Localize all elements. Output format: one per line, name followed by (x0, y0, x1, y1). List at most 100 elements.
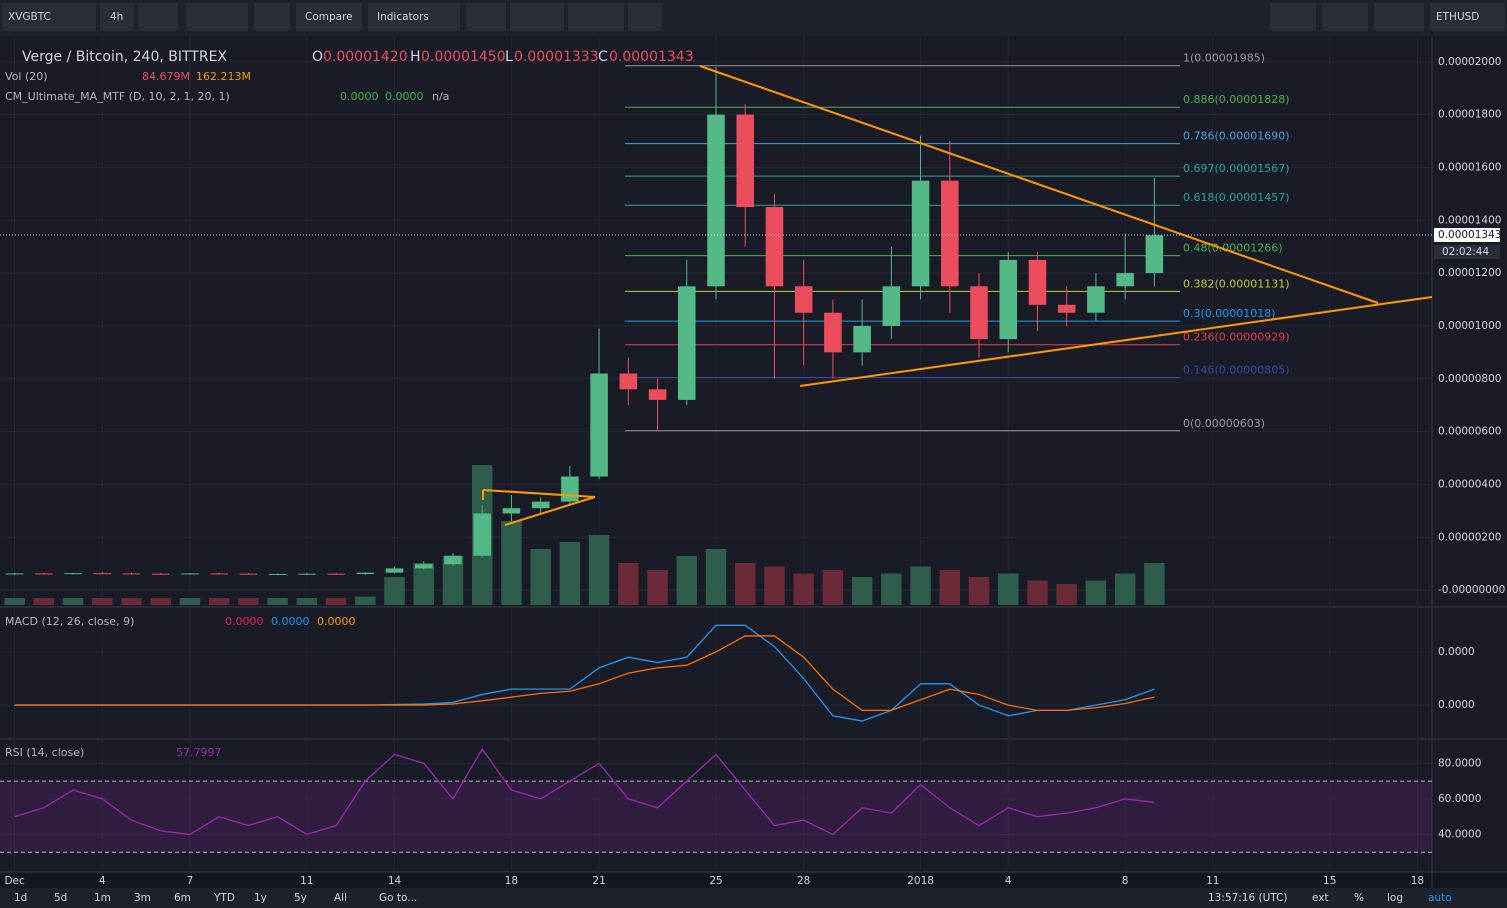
rsi-band (0, 781, 1432, 853)
y-tick-label: 0.00000400 (1438, 478, 1501, 490)
candle-body (414, 564, 433, 569)
range-button[interactable]: YTD (213, 892, 235, 904)
fib-label: 0.697(0.00001567) (1183, 162, 1290, 175)
ext[interactable]: ext (1312, 892, 1329, 904)
candle-body (35, 573, 53, 575)
candle-body (93, 573, 112, 575)
x-tick-label: 8 (1122, 875, 1129, 887)
y-tick-label: 40.0000 (1438, 828, 1481, 840)
save-btn[interactable] (1374, 3, 1424, 31)
candle-body (1145, 235, 1164, 274)
candle-body (385, 568, 404, 573)
compare[interactable]: Compare (305, 11, 353, 23)
load-btn[interactable] (1322, 3, 1368, 31)
candle-body (561, 476, 579, 502)
x-tick-label: 2018 (907, 875, 934, 887)
x-tick-label: 15 (1323, 875, 1336, 887)
y-tick-label: 0.00000600 (1438, 426, 1501, 438)
volume-bar (559, 542, 581, 605)
volume-bar (121, 598, 142, 605)
layout-btn[interactable] (1270, 3, 1316, 31)
toolbar (0, 0, 1507, 36)
y-tick-label: 0.00002000 (1438, 56, 1501, 68)
volume-bar (355, 596, 376, 605)
y-tick-label: 80.0000 (1438, 757, 1481, 769)
study-value: 57.7997 (176, 746, 222, 759)
candle-body (327, 573, 345, 575)
goto[interactable]: Go to... (379, 892, 417, 904)
range-button[interactable]: 1d (14, 892, 27, 904)
volume-bar (267, 598, 288, 605)
candle-body (531, 501, 550, 509)
theme-btn[interactable] (510, 3, 564, 31)
volume-bar (530, 549, 551, 605)
fib-label: 0.236(0.00000929) (1183, 331, 1290, 344)
candle-body (444, 555, 462, 565)
range-button[interactable]: 1y (254, 892, 267, 904)
settings-btn[interactable] (254, 3, 290, 31)
candle-body (648, 389, 667, 400)
interval: 4h (110, 11, 123, 23)
clock: 13:57:16 (UTC) (1208, 892, 1288, 904)
volume-bar (179, 598, 201, 605)
range-button[interactable]: 5d (54, 892, 67, 904)
btn[interactable] (138, 3, 178, 31)
candle-body (502, 508, 521, 514)
range-button[interactable]: 6m (174, 892, 191, 904)
volume-bar (1027, 580, 1048, 605)
volume-bar (501, 521, 522, 605)
interval-btn[interactable] (100, 3, 134, 31)
fib-label: 0(0.00000603) (1183, 417, 1265, 430)
indicators[interactable]: Indicators (377, 11, 429, 23)
legend: Verge / Bitcoin, 240, BITTREX O 0.000014… (5, 49, 694, 759)
ethusd-btn[interactable] (1430, 3, 1505, 31)
x-tick-label: 4 (1005, 875, 1012, 887)
fib-label: 0.786(0.00001690) (1183, 130, 1290, 143)
bottom-bar (0, 888, 1507, 908)
study-value: 162.213M (196, 70, 251, 83)
range-button[interactable]: 5y (294, 892, 307, 904)
candle-body (210, 573, 228, 575)
y-tick-label: 0.00001200 (1438, 267, 1501, 279)
volume-bar (150, 598, 171, 605)
range-button[interactable]: 1m (94, 892, 111, 904)
pct[interactable]: % (1354, 892, 1364, 904)
countdown-bg (1434, 245, 1500, 259)
toolbar-buttons (2, 3, 1505, 31)
fib-label: 0.3(0.00001018) (1183, 307, 1276, 320)
chart-type-btn[interactable] (186, 3, 248, 31)
symbol-box[interactable] (2, 3, 96, 31)
x-tick-label: 25 (709, 875, 722, 887)
volume-bar (238, 598, 259, 605)
candle-body (356, 572, 375, 574)
x-tick-label: 11 (300, 875, 313, 887)
range-button[interactable]: 3m (134, 892, 151, 904)
y-tick-label: 0.00001600 (1438, 161, 1501, 173)
undo-redo[interactable] (568, 3, 624, 31)
volume-bar (296, 598, 318, 605)
price-tag-bg (1434, 228, 1500, 242)
volume-bar (4, 598, 25, 605)
log[interactable]: log (1387, 892, 1403, 904)
study-name: Vol (20) (5, 70, 48, 83)
volume-bar (939, 570, 961, 605)
compare-btn[interactable] (296, 3, 362, 31)
candle-body (970, 286, 988, 340)
fullscreen-btn[interactable] (628, 3, 662, 31)
volume-bar (92, 598, 113, 605)
range-button[interactable]: All (334, 892, 347, 904)
y-tick-label: 0.00001400 (1438, 214, 1501, 226)
candle-body (239, 573, 258, 575)
candle-body (941, 180, 959, 287)
pane-separators (0, 36, 1507, 888)
indicators-btn[interactable] (368, 3, 460, 31)
compare-symbol[interactable]: ETHUSD (1436, 11, 1479, 23)
alert-btn[interactable] (466, 3, 506, 31)
candle-body (1057, 304, 1076, 313)
candle-body (619, 373, 638, 390)
auto[interactable]: auto (1428, 892, 1452, 904)
candle-body (765, 207, 784, 287)
x-tick-label: 18 (505, 875, 518, 887)
ohlc-key: O (312, 49, 323, 65)
study-name: RSI (14, close) (5, 746, 84, 759)
